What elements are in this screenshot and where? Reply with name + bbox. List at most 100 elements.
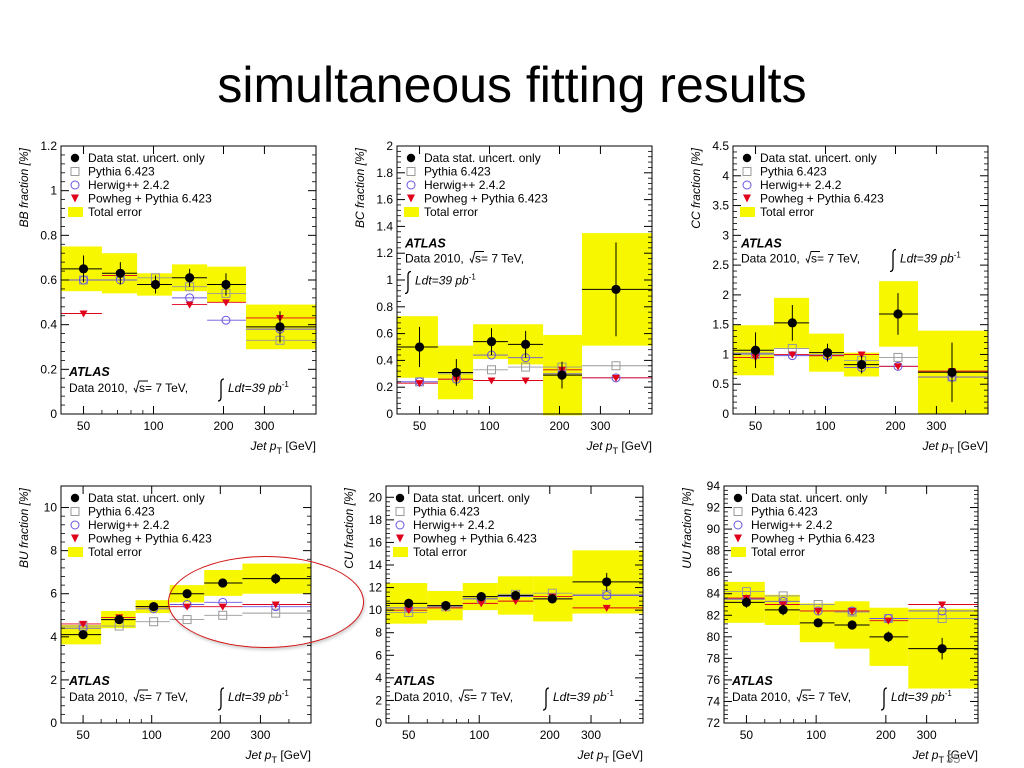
herwig-marker <box>602 590 612 600</box>
y-tick-label: 2 <box>722 288 729 302</box>
legend-total: Total error <box>424 205 478 219</box>
y-tick-label: 0 <box>386 407 393 421</box>
x-tick-label: 300 <box>590 419 610 433</box>
y-tick-label: 86 <box>707 565 721 579</box>
data-point <box>114 614 124 625</box>
x-axis-label: Jet pT [GeV] <box>921 439 988 456</box>
y-tick-label: 2 <box>375 693 382 707</box>
x-tick-label: 50 <box>77 419 91 433</box>
x-label-sub: T <box>271 755 277 765</box>
chart-cu-fraction: 0 2 4 6 8 10 12 14 16 18 20 50 100 200 300 CU fraction … <box>342 485 644 765</box>
energy-label: s= 7 TeV, <box>139 690 188 704</box>
energy-label: s= 7 TeV, <box>475 252 524 266</box>
y-tick-label: 1 <box>50 184 57 198</box>
legend-herwig-marker <box>406 180 416 190</box>
y-tick-label: 12 <box>369 581 383 595</box>
y-tick-label: 1.2 <box>376 246 393 260</box>
x-tick-label: 50 <box>413 419 427 433</box>
x-label-unit: [GeV] <box>944 748 978 762</box>
x-label-text: Jet p <box>249 439 276 453</box>
luminosity-sup: -1 <box>607 689 615 698</box>
plot-area <box>397 233 652 416</box>
luminosity-text: Ldt=39 pb-1 <box>415 273 476 288</box>
data-point <box>275 322 285 332</box>
data-point <box>822 348 833 358</box>
luminosity-sup: -1 <box>954 251 962 260</box>
x-tick-label: 200 <box>885 419 905 433</box>
y-axis-label: CC fraction [%] <box>689 147 703 228</box>
page-number: 35 <box>946 751 961 766</box>
sqrt-sign <box>805 251 820 264</box>
chart-cc-fraction: 0 0.5 1 1.5 2 2.5 3 3.5 4 4.5 50 100 200 300 CC fracti… <box>689 139 989 456</box>
chart-uu-fraction: 72 74 76 78 80 82 84 86 88 90 92 94 50 100 200 300 UU fr… <box>680 479 979 765</box>
y-tick-label: 0.6 <box>40 273 57 287</box>
powheg-marker <box>487 377 496 385</box>
legend-herwig: Herwig++ 2.4.2 <box>413 518 495 532</box>
legend-powheg: Powheg + Pythia 6.423 <box>760 192 884 206</box>
y-tick-label: 8 <box>50 544 57 558</box>
atlas-label: ATLAS <box>404 237 446 251</box>
x-label-text: Jet p <box>585 439 612 453</box>
y-tick-label: 0 <box>50 716 57 730</box>
y-tick-label: 3 <box>722 228 729 242</box>
x-label-sub: T <box>948 446 954 456</box>
luminosity-text: Ldt=39 pb-1 <box>553 689 614 704</box>
integral-sign <box>217 378 225 402</box>
plot-frame <box>723 485 979 724</box>
y-tick-label: 76 <box>707 673 721 687</box>
x-label-unit: [GeV] <box>277 748 311 762</box>
powheg-marker <box>611 374 620 382</box>
x-axis-label: Jet pT [GeV] <box>585 439 652 456</box>
x-axis-label: Jet pT [GeV] <box>249 439 316 456</box>
y-tick-label: 4 <box>375 671 382 685</box>
x-label-unit: [GeV] <box>609 748 643 762</box>
x-tick-label: 100 <box>142 728 162 742</box>
y-tick-label: 92 <box>707 501 721 515</box>
data-point <box>451 367 461 378</box>
legend-powheg: Powheg + Pythia 6.423 <box>88 532 212 546</box>
legend-herwig-marker <box>70 520 80 530</box>
x-tick-label: 300 <box>254 419 274 433</box>
y-tick-label: 16 <box>369 535 383 549</box>
x-label-sub: T <box>612 446 618 456</box>
luminosity-sup: -1 <box>282 380 290 389</box>
plot-area <box>61 246 316 350</box>
chart-bc-fraction: 0 0.2 0.4 0.6 0.8 1 1.2 1.4 1.6 1.8 2 50 100 200 300 BC… <box>353 139 653 456</box>
powheg-marker <box>893 363 902 371</box>
luminosity-sup: -1 <box>945 689 953 698</box>
x-label-text: Jet p <box>244 748 271 762</box>
y-tick-label: 88 <box>707 544 721 558</box>
chart-bb-fraction: 0 0.2 0.4 0.6 0.8 1 1.2 50 100 200 300 BB fraction … <box>17 139 317 456</box>
x-tick-label: 100 <box>143 419 163 433</box>
legend-powheg: Powheg + Pythia 6.423 <box>88 192 212 206</box>
x-label-unit: [GeV] <box>618 439 652 453</box>
y-tick-label: 1 <box>722 347 729 361</box>
x-label-unit: [GeV] <box>282 439 316 453</box>
y-tick-label: 6 <box>50 587 57 601</box>
data-point <box>441 601 451 611</box>
x-tick-label: 100 <box>469 728 489 742</box>
integral-sign <box>889 248 897 273</box>
data-point <box>404 598 414 608</box>
legend-data-marker <box>733 493 743 503</box>
legend-pythia: Pythia 6.423 <box>424 165 491 179</box>
legend-pythia-marker <box>395 507 405 516</box>
powheg-marker <box>511 598 520 606</box>
data-point <box>883 632 893 642</box>
legend-pythia: Pythia 6.423 <box>88 505 155 519</box>
x-tick-label: 200 <box>540 728 560 742</box>
legend-powheg-marker <box>734 534 742 543</box>
legend-herwig-marker <box>395 520 405 530</box>
powheg-marker <box>848 607 857 615</box>
data-point <box>115 268 125 278</box>
y-tick-label: 82 <box>707 608 721 622</box>
data-point <box>78 264 89 274</box>
x-label-unit: [GeV] <box>954 439 988 453</box>
x-label-sub: T <box>603 755 609 765</box>
legend-powheg-marker <box>407 194 415 203</box>
